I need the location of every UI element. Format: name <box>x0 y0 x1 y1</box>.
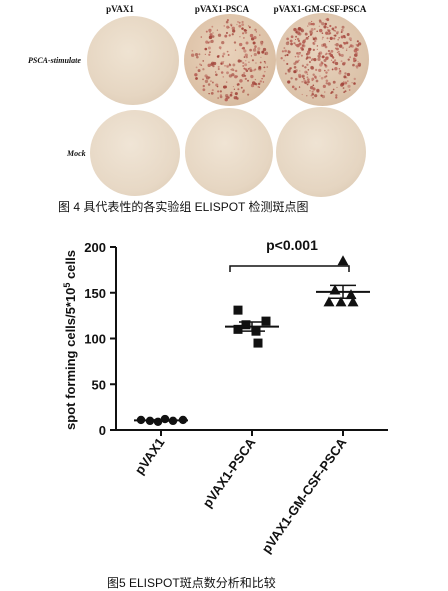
elispot-spot-count-chart: 0 50 100 150 200 pVAX1 pVAX1-PSCA pVAX1-GM-CSF-… <box>62 237 388 556</box>
data-point-pVAX1-GM-CSF-PSCA <box>335 296 347 307</box>
y-tick-label: 50 <box>92 377 106 392</box>
x-tick-label: pVAX1 <box>132 435 168 477</box>
col-header-pvax1: pVAX1 <box>106 4 134 14</box>
elispot-well-pvax1-gm-csf-psca-mock <box>276 107 366 197</box>
y-tick-label: 150 <box>84 286 106 301</box>
x-tick-label: pVAX1-PSCA <box>199 435 258 511</box>
data-point-pVAX1-PSCA <box>233 324 243 334</box>
col-header-pvax1-psca: pVAX1-PSCA <box>194 4 250 14</box>
elispot-well-pvax1-mock <box>90 110 180 196</box>
y-tick-label: 100 <box>84 332 106 347</box>
y-tick-label: 0 <box>99 423 106 438</box>
data-point-pVAX1-PSCA <box>233 305 243 315</box>
row-label-psca-stimulate: PSCA-stimulate <box>28 56 81 65</box>
data-point-pVAX1-GM-CSF-PSCA <box>323 296 335 307</box>
spot-texture <box>280 17 362 99</box>
data-point-pVAX1 <box>160 414 170 424</box>
data-point-pVAX1-PSCA <box>241 320 251 330</box>
col-header-pvax1-gm-csf-psca: pVAX1-GM-CSF-PSCA <box>273 4 367 14</box>
elispot-well-pvax1-psca-mock <box>185 108 273 196</box>
data-point-pVAX1-PSCA <box>261 316 271 326</box>
data-point-pVAX1-GM-CSF-PSCA <box>347 296 359 307</box>
figure5-caption: 图5 ELISPOT斑点数分析和比较 <box>107 576 276 590</box>
x-tick-label: pVAX1-GM-CSF-PSCA <box>259 435 350 556</box>
elispot-well-pvax1-psca-stimulate <box>87 16 179 105</box>
figure4-caption: 图 4 具代表性的各实验组 ELISPOT 检测斑点图 <box>58 200 309 214</box>
elispot-well-pvax1-gm-csf-psca-psca-stimulate <box>276 13 369 106</box>
data-point-pVAX1-GM-CSF-PSCA <box>345 289 357 300</box>
data-point-pVAX1-GM-CSF-PSCA <box>337 255 349 266</box>
y-axis-label: spot forming cells/5*105 cells <box>62 250 78 430</box>
spot-texture <box>190 19 269 102</box>
data-point-pVAX1-PSCA <box>253 338 263 348</box>
row-label-mock: Mock <box>67 149 86 158</box>
elispot-well-pvax1-psca-psca-stimulate <box>184 14 276 106</box>
significance-bracket <box>229 265 350 272</box>
significance-label: p<0.001 <box>266 237 318 253</box>
y-tick-label: 200 <box>84 240 106 255</box>
